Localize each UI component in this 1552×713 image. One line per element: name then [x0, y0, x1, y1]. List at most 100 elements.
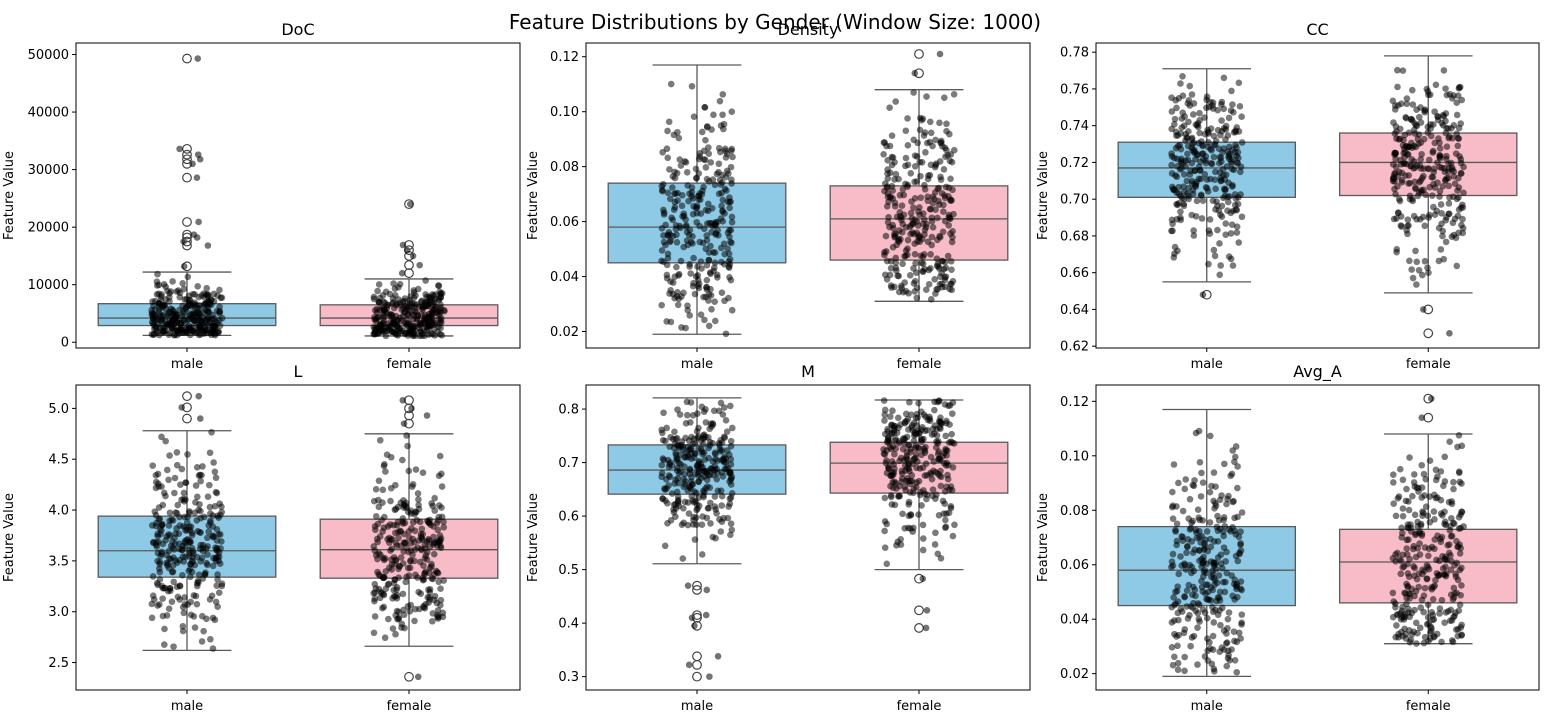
strip-point — [200, 627, 207, 635]
strip-point — [1170, 594, 1177, 601]
strip-point — [697, 210, 705, 217]
strip-point — [387, 484, 395, 492]
strip-point — [371, 580, 379, 588]
strip-point — [1204, 128, 1212, 136]
y-axis-label: Feature Value — [1036, 151, 1051, 240]
strip-point — [1237, 163, 1245, 171]
strip-point — [1226, 152, 1233, 159]
strip-point — [440, 577, 448, 584]
strip-point — [1442, 238, 1450, 246]
strip-point — [884, 193, 892, 201]
strip-point — [400, 420, 408, 427]
strip-point — [1211, 505, 1218, 512]
strip-point — [1188, 91, 1196, 98]
strip-point — [706, 269, 714, 276]
strip-point — [159, 520, 166, 528]
strip-point — [689, 240, 696, 247]
strip-point — [1415, 131, 1423, 138]
strip-point — [1398, 223, 1405, 230]
strip-point — [713, 475, 721, 483]
strip-point — [387, 547, 394, 554]
strip-point — [929, 193, 937, 201]
strip-point — [1168, 125, 1175, 133]
strip-point — [210, 533, 218, 540]
strip-point — [929, 224, 937, 231]
strip-point — [210, 298, 218, 305]
strip-point — [1456, 541, 1463, 548]
strip-point — [1425, 165, 1433, 173]
strip-point — [1212, 483, 1219, 490]
strip-point — [685, 661, 693, 669]
strip-point — [686, 446, 693, 454]
strip-point — [203, 615, 210, 623]
strip-point — [1415, 266, 1423, 274]
strip-point — [1237, 168, 1244, 176]
strip-point — [206, 449, 214, 457]
strip-point — [901, 252, 908, 260]
strip-point — [897, 236, 904, 243]
strip-point — [1227, 472, 1234, 480]
strip-point — [1438, 638, 1445, 646]
strip-point — [216, 500, 223, 508]
strip-point — [1430, 203, 1437, 211]
strip-point — [664, 254, 672, 262]
strip-point — [948, 266, 955, 273]
strip-point — [379, 573, 387, 581]
strip-point — [726, 233, 733, 241]
strip-point — [694, 276, 702, 284]
strip-point — [188, 568, 196, 576]
strip-point — [202, 317, 209, 325]
strip-point — [397, 554, 405, 561]
strip-point — [685, 197, 692, 205]
strip-point — [190, 300, 197, 308]
strip-point — [211, 468, 219, 476]
strip-point — [665, 118, 673, 126]
strip-point — [191, 317, 199, 325]
strip-point — [201, 570, 209, 578]
strip-point — [376, 436, 384, 444]
strip-point — [1222, 231, 1230, 238]
strip-point — [900, 436, 908, 444]
outlier-marker — [692, 659, 702, 670]
strip-point — [152, 312, 159, 319]
strip-point — [1459, 229, 1467, 237]
strip-point — [941, 94, 948, 101]
strip-point — [179, 572, 186, 579]
strip-point — [401, 624, 408, 632]
y-tick-label: 0.06 — [550, 215, 579, 230]
strip-point — [1215, 159, 1223, 167]
strip-point — [702, 419, 710, 426]
strip-point — [722, 330, 730, 338]
strip-point — [1219, 604, 1226, 612]
strip-point — [918, 159, 926, 166]
strip-point — [1431, 516, 1438, 523]
strip-point — [167, 305, 175, 313]
strip-point — [698, 191, 706, 198]
strip-point — [1205, 260, 1212, 268]
strip-point — [1233, 223, 1241, 231]
strip-point — [1238, 213, 1246, 221]
strip-point — [1228, 221, 1236, 228]
strip-point — [911, 240, 918, 247]
strip-point — [1457, 591, 1464, 599]
y-tick-label: 40000 — [28, 106, 69, 121]
strip-point — [714, 652, 722, 660]
strip-point — [899, 475, 906, 482]
strip-point — [1438, 119, 1446, 127]
strip-point — [1445, 210, 1452, 218]
strip-point — [1455, 432, 1463, 439]
strip-point — [937, 176, 945, 184]
strip-point — [375, 299, 383, 306]
strip-point — [1186, 495, 1194, 503]
strip-point — [724, 245, 731, 252]
strip-point — [936, 50, 944, 58]
strip-point — [1404, 524, 1412, 531]
strip-point — [914, 139, 921, 147]
strip-point — [907, 169, 915, 177]
strip-point — [1186, 171, 1194, 178]
strip-point — [1458, 221, 1465, 229]
strip-point — [686, 226, 694, 234]
y-tick-label: 4.0 — [48, 504, 69, 519]
strip-point — [431, 592, 439, 600]
strip-point — [180, 609, 188, 617]
